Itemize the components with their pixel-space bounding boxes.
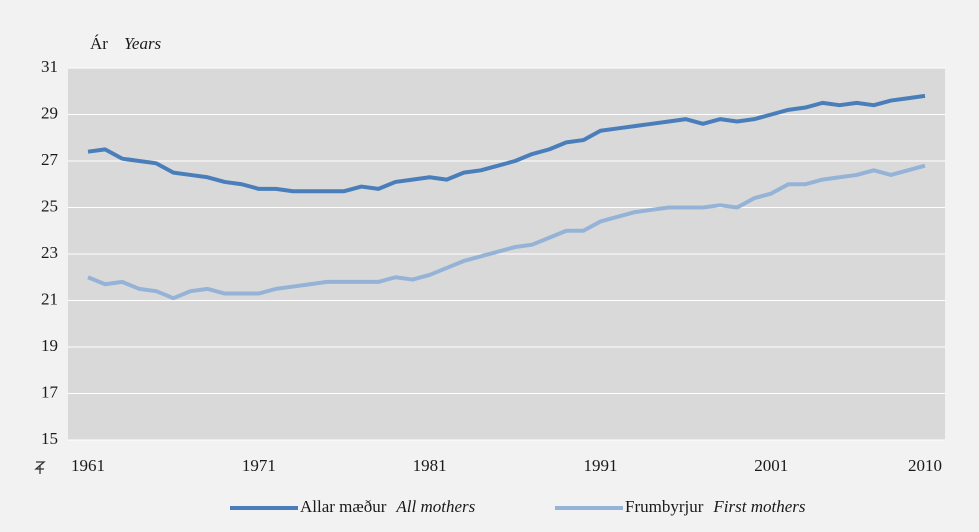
- y-axis-label: Ár: [90, 34, 108, 53]
- x-tick-label: 1961: [71, 456, 105, 475]
- series-line: [87, 93, 926, 194]
- x-tick-label: 1991: [583, 456, 617, 475]
- y-axis-label-en: Years: [124, 34, 162, 53]
- legend-label-en: First mothers: [712, 497, 805, 516]
- y-tick-label: 15: [41, 429, 58, 448]
- x-tick-label: 1981: [413, 456, 447, 475]
- y-tick-label: 21: [41, 289, 58, 308]
- y-tick-label: 17: [41, 382, 59, 401]
- legend-label: Frumbyrjur: [625, 497, 704, 516]
- y-tick-label: 25: [41, 196, 58, 215]
- legend-label-en: All mothers: [395, 497, 475, 516]
- legend-label: Allar mæður: [300, 497, 387, 516]
- series-line: [87, 163, 926, 301]
- x-tick-label: 2010: [908, 456, 942, 475]
- y-tick-label: 31: [41, 57, 58, 76]
- y-tick-label: 23: [41, 243, 58, 262]
- y-tick-label: 29: [41, 103, 58, 122]
- x-tick-label: 2001: [754, 456, 788, 475]
- y-tick-label: 19: [41, 336, 58, 355]
- y-tick-label: 27: [41, 150, 59, 169]
- x-tick-label: 1971: [242, 456, 276, 475]
- axis-break: [34, 461, 46, 474]
